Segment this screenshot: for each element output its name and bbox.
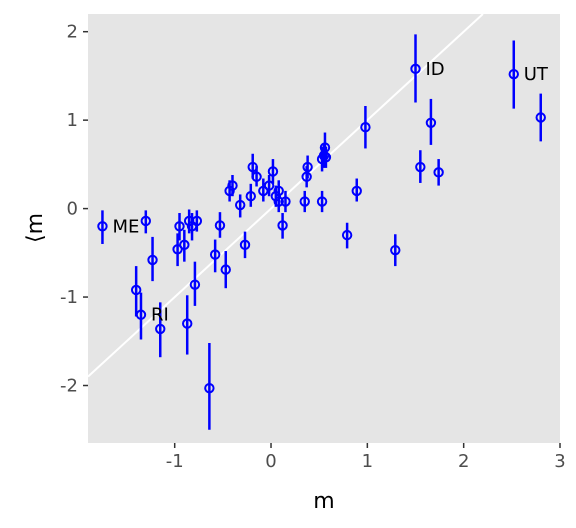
data-point (224, 185, 235, 197)
data-point (204, 382, 215, 394)
annotation-layer: ME RI ID UT (112, 59, 548, 326)
data-point (97, 221, 108, 232)
data-point (234, 199, 246, 211)
x-tick-label: 2 (458, 451, 469, 472)
data-point (179, 239, 190, 251)
data-point (147, 254, 158, 266)
data-point (267, 166, 279, 177)
data-point (220, 264, 231, 275)
data-point (251, 171, 262, 182)
data-point (273, 196, 284, 207)
x-tick-label: 3 (554, 451, 565, 472)
data-point (299, 196, 310, 207)
data-point (189, 279, 201, 290)
data-point (140, 215, 151, 227)
y-tick-label: 2 (67, 22, 78, 43)
y-tick-label: 1 (67, 110, 78, 131)
y-axis-title: ⟨m (23, 213, 48, 243)
point-label: RI (151, 305, 169, 326)
data-point (182, 318, 193, 329)
x-tick-label: 0 (265, 451, 276, 472)
data-point (239, 239, 251, 251)
data-point (258, 185, 269, 197)
data-point (191, 215, 203, 227)
data-point (351, 185, 362, 197)
data-point (390, 244, 401, 256)
data-point (433, 167, 444, 178)
data-point (247, 161, 258, 173)
data-point (270, 191, 282, 202)
point-label: ID (426, 59, 445, 80)
data-point (135, 309, 147, 320)
data-point (508, 68, 519, 80)
y-tick-label: -2 (60, 376, 78, 397)
data-point (280, 196, 291, 207)
data-point (155, 323, 166, 335)
y-tick-label: 0 (67, 199, 78, 220)
data-point (209, 249, 221, 260)
x-axis-title: m (313, 489, 334, 514)
y-axis: -2 -1 0 1 2 (60, 22, 88, 397)
y-tick-label: -1 (60, 287, 78, 308)
data-point (174, 221, 185, 232)
plot-panel (88, 14, 560, 443)
data-point (360, 122, 371, 133)
data-point (425, 117, 437, 128)
data-point (320, 152, 332, 163)
x-tick-label: -1 (166, 451, 184, 472)
data-point (277, 220, 288, 231)
data-point (410, 63, 421, 75)
data-point (535, 112, 546, 123)
x-tick-label: 1 (362, 451, 373, 472)
data-point (245, 191, 256, 202)
point-layer (97, 63, 546, 394)
data-point (316, 196, 328, 207)
data-point (263, 180, 275, 191)
data-point (130, 284, 142, 296)
data-point (301, 171, 312, 182)
x-axis: -1 0 1 2 3 (166, 443, 566, 472)
point-label: UT (524, 64, 549, 85)
data-point (214, 220, 226, 231)
data-point (415, 161, 426, 173)
data-point (302, 161, 313, 173)
data-point (227, 180, 238, 191)
data-point (273, 185, 284, 197)
data-point (341, 229, 353, 241)
data-point (319, 142, 331, 153)
point-label: ME (112, 216, 139, 237)
